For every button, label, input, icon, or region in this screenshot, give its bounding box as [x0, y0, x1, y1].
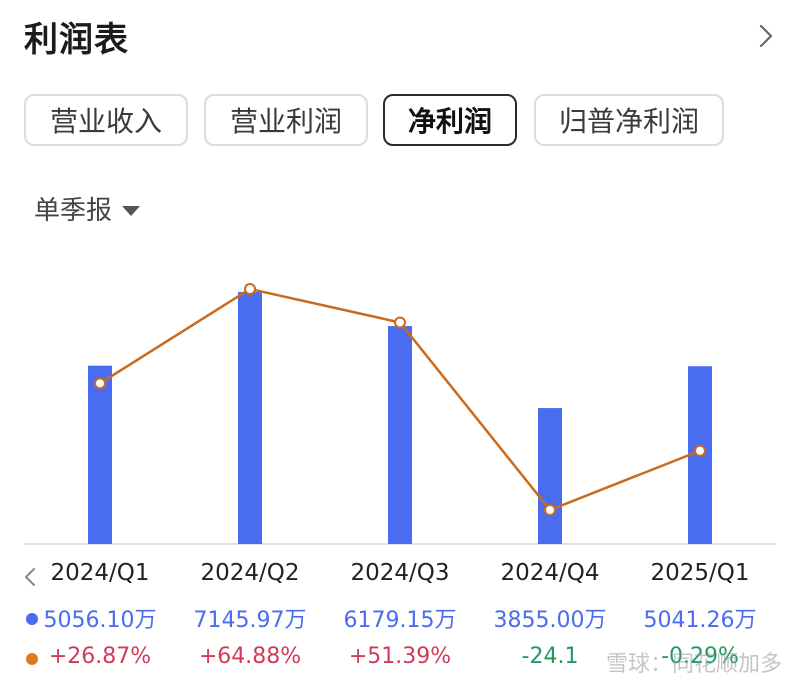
growth-label-2024-Q3: +51.39% — [348, 644, 452, 669]
tick-label-2024-Q2: 2024/Q2 — [200, 560, 300, 586]
growth-point-2025-Q1[interactable] — [694, 444, 706, 457]
growth-row: +26.87% +64.88% +51.39% -24.1 -0.29% — [0, 644, 800, 678]
growth-line-series — [94, 283, 706, 516]
tab-revenue[interactable]: 营业收入 — [24, 94, 188, 146]
tick-label-2025-Q1: 2025/Q1 — [650, 560, 750, 586]
growth-label-2025-Q1: -0.29% — [661, 644, 739, 669]
growth-point-2024-Q3[interactable] — [394, 316, 406, 329]
bar-2024-Q3[interactable] — [388, 326, 412, 544]
tab-net-profit[interactable]: 净利润 — [383, 94, 517, 146]
period-selector[interactable]: 单季报 — [34, 190, 141, 227]
growth-label-2024-Q1: +26.87% — [48, 644, 152, 669]
value-row: 5056.10万 7145.97万 6179.15万 3855.00万 5041.26万 — [0, 602, 800, 636]
value-label-2025-Q1: 5041.26万 — [643, 608, 757, 633]
bar-2024-Q1[interactable] — [88, 365, 112, 544]
growth-label-2024-Q4: -24.1 — [521, 644, 579, 669]
growth-label-2024-Q2: +64.88% — [198, 644, 302, 669]
bar-2024-Q2[interactable] — [238, 292, 262, 544]
value-legend-dot — [26, 613, 38, 625]
growth-point-2024-Q1[interactable] — [94, 377, 106, 390]
value-label-2024-Q3: 6179.15万 — [343, 608, 457, 633]
tab-operating-profit[interactable]: 营业利润 — [204, 94, 368, 146]
tick-label-2024-Q1: 2024/Q1 — [50, 560, 150, 586]
period-selector-label: 单季报 — [34, 196, 113, 226]
growth-point-2024-Q2[interactable] — [244, 283, 256, 295]
watermark: 雪球：同花顺加多 — [605, 652, 782, 677]
bar-2024-Q4[interactable] — [538, 408, 562, 544]
bar-series — [88, 292, 712, 544]
value-label-2024-Q2: 7145.97万 — [193, 608, 307, 633]
growth-legend-dot — [26, 653, 38, 665]
chevron-right-icon[interactable] — [754, 22, 778, 50]
category-row: 2024/Q1 2024/Q2 2024/Q3 2024/Q4 2025/Q1 — [0, 560, 800, 594]
growth-point-2024-Q4[interactable] — [544, 504, 556, 516]
caret-down-icon — [122, 205, 141, 216]
chevron-left-icon[interactable] — [22, 566, 38, 588]
tick-label-2024-Q4: 2024/Q4 — [500, 560, 600, 586]
value-label-2024-Q1: 5056.10万 — [43, 608, 157, 633]
value-label-2024-Q4: 3855.00万 — [493, 608, 607, 633]
page-title: 利润表 — [24, 20, 129, 60]
profit-chart — [24, 283, 776, 545]
tab-attributable-net-profit[interactable]: 归普净利润 — [534, 94, 724, 146]
tick-label-2024-Q3: 2024/Q3 — [350, 560, 450, 586]
